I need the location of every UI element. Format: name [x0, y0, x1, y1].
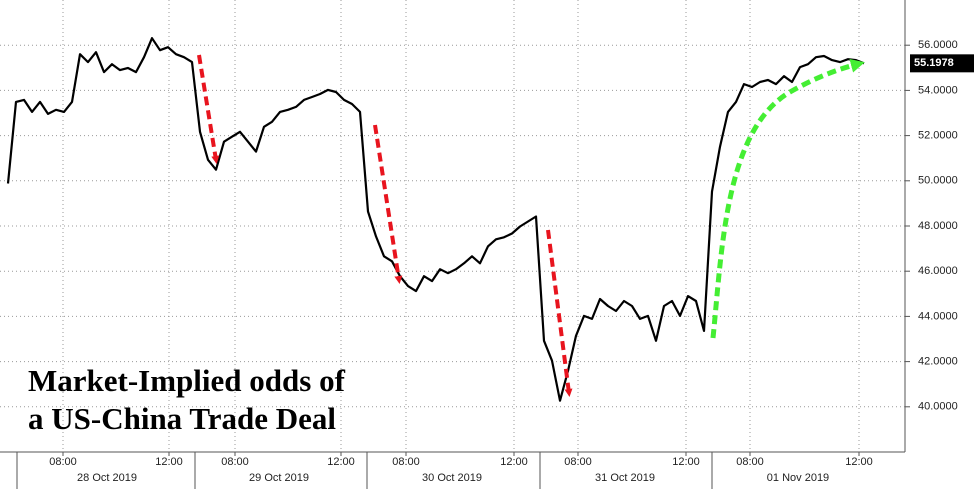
- plot: [6, 37, 865, 402]
- y-tick-label: 48.0000: [918, 220, 958, 232]
- last-value-tag: [910, 54, 974, 73]
- day-label: 29 Oct 2019: [249, 472, 309, 484]
- day-label: 28 Oct 2019: [77, 472, 137, 484]
- chart-title: a US-China Trade Deal: [28, 401, 336, 436]
- y-tick-label: 40.0000: [918, 401, 958, 413]
- y-tick-label: 46.0000: [918, 265, 958, 277]
- y-tick-label: 56.0000: [918, 39, 958, 51]
- green-arrow: [710, 58, 865, 339]
- x-tick-label: 08:00: [392, 456, 420, 468]
- y-tick-label: 42.0000: [918, 356, 958, 368]
- y-tick-label: 52.0000: [918, 130, 958, 142]
- x-tick-label: 12:00: [155, 456, 183, 468]
- day-label: 01 Nov 2019: [767, 472, 829, 484]
- y-tick-label: 54.0000: [918, 84, 958, 96]
- day-label: 31 Oct 2019: [595, 472, 655, 484]
- x-tick-label: 12:00: [672, 456, 700, 468]
- red-arrow: [373, 124, 403, 284]
- y-tick-label: 50.0000: [918, 175, 958, 187]
- day-label: 30 Oct 2019: [422, 472, 482, 484]
- red-arrow: [546, 229, 573, 397]
- red-arrow: [197, 54, 220, 164]
- x-tick-label: 08:00: [736, 456, 764, 468]
- x-tick-label: 12:00: [327, 456, 355, 468]
- last-value-label: 55.1978: [914, 57, 954, 69]
- x-tick-label: 12:00: [845, 456, 873, 468]
- price-line: [6, 37, 865, 402]
- y-tick-label: 44.0000: [918, 310, 958, 322]
- x-tick-label: 08:00: [221, 456, 249, 468]
- annotation-arrows: [197, 54, 865, 397]
- x-tick-label: 08:00: [49, 456, 77, 468]
- chart-title: Market-Implied odds of: [28, 363, 346, 398]
- x-tick-label: 08:00: [564, 456, 592, 468]
- x-tick-label: 12:00: [500, 456, 528, 468]
